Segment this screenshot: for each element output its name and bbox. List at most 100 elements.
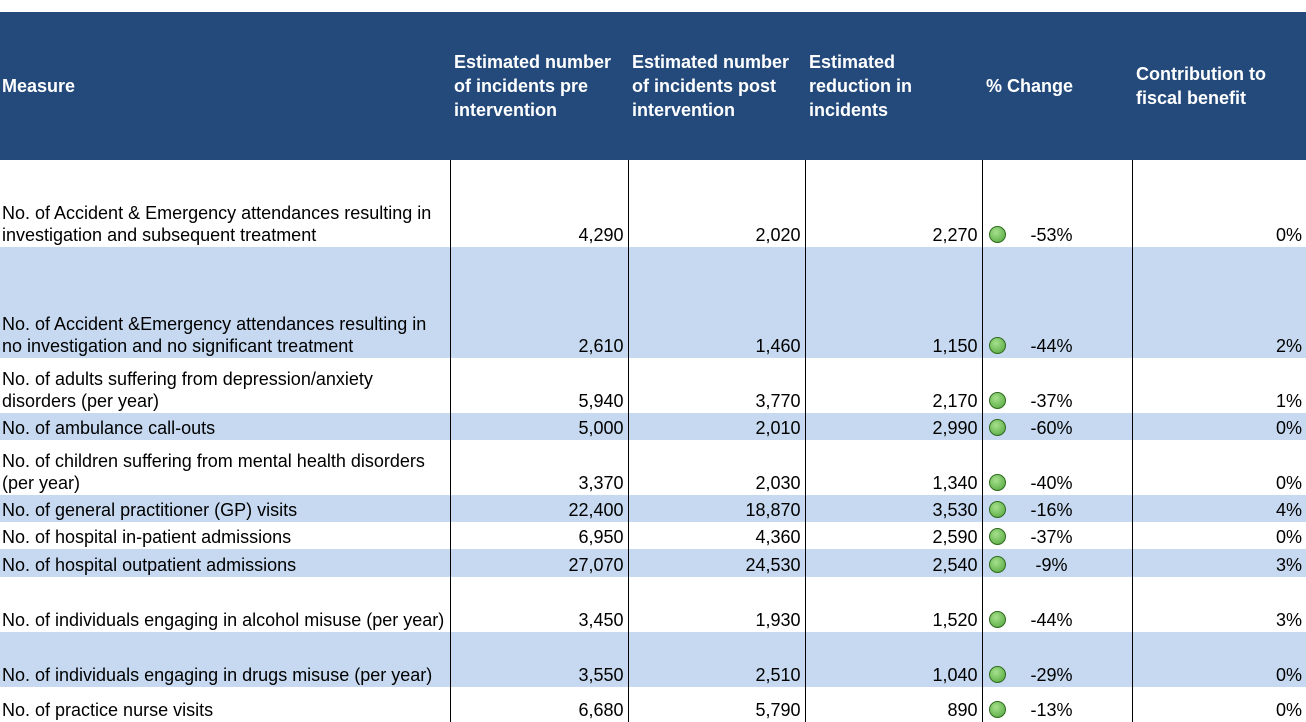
cell: 2,990 bbox=[804, 413, 982, 440]
cell: 6,680 bbox=[449, 687, 628, 722]
cell: 1,340 bbox=[804, 440, 982, 495]
cell: 0% bbox=[1131, 440, 1306, 495]
cell: 0% bbox=[1131, 160, 1306, 247]
status-icon bbox=[988, 419, 1006, 436]
cell: 18,870 bbox=[627, 495, 805, 522]
table-row: No. of hospital in-patient admissions 6,9… bbox=[0, 522, 1306, 549]
cell: -44% bbox=[981, 577, 1132, 632]
cell: No. of adults suffering from depression/… bbox=[2, 369, 373, 411]
status-icon bbox=[988, 611, 1006, 628]
cell: 4,290 bbox=[449, 160, 628, 247]
cell: -44% bbox=[981, 247, 1132, 358]
header-row: Measure Estimated number of incidents pre… bbox=[0, 12, 1306, 160]
cell: 3% bbox=[1131, 577, 1306, 632]
status-icon bbox=[988, 556, 1006, 573]
status-icon bbox=[988, 474, 1006, 491]
cell-text: -37% bbox=[1030, 527, 1073, 547]
table-row: No. of hospital outpatient admissions 27,… bbox=[0, 549, 1306, 577]
cell: 2,030 bbox=[627, 440, 805, 495]
table-row: No. of adults suffering from depression/… bbox=[0, 358, 1306, 413]
cell: 2,510 bbox=[627, 632, 805, 687]
cell: No. of children suffering from mental he… bbox=[2, 451, 425, 493]
cell: -16% bbox=[981, 495, 1132, 522]
cell-text: -13% bbox=[1030, 700, 1073, 720]
cell: 2,270 bbox=[804, 160, 982, 247]
cell: 6,950 bbox=[449, 522, 628, 549]
cell: 2,590 bbox=[804, 522, 982, 549]
cell-text: -44% bbox=[1030, 336, 1073, 356]
table-row: No. of general practitioner (GP) visits 2… bbox=[0, 495, 1306, 522]
cell: 0% bbox=[1131, 522, 1306, 549]
change-wrap: -44% bbox=[985, 335, 1128, 357]
cell: -53% bbox=[981, 160, 1132, 247]
table-body: No. of Accident & Emergency attendances … bbox=[0, 160, 1306, 722]
change-wrap: -44% bbox=[985, 609, 1128, 631]
status-icon bbox=[988, 337, 1006, 354]
cell: 3,530 bbox=[804, 495, 982, 522]
column-header: Measure bbox=[0, 12, 450, 160]
cell: 4,360 bbox=[627, 522, 805, 549]
cell: 2,010 bbox=[627, 413, 805, 440]
status-icon bbox=[988, 226, 1006, 243]
cell: 1,150 bbox=[804, 247, 982, 358]
cell: 0% bbox=[1131, 413, 1306, 440]
cell: 2,540 bbox=[804, 549, 982, 577]
cell-text: -29% bbox=[1030, 665, 1073, 685]
table-row: No. of Accident & Emergency attendances … bbox=[0, 160, 1306, 247]
cell: No. of Accident & Emergency attendances … bbox=[2, 203, 432, 245]
cell: 0% bbox=[1131, 687, 1306, 722]
cell: 1,520 bbox=[804, 577, 982, 632]
cell: 5,940 bbox=[449, 358, 628, 413]
cell: -37% bbox=[981, 358, 1132, 413]
cell: No. of hospital in-patient admissions bbox=[2, 527, 292, 547]
cell: 24,530 bbox=[627, 549, 805, 577]
status-icon bbox=[988, 528, 1006, 545]
cell: 2,610 bbox=[449, 247, 628, 358]
cell: 3,770 bbox=[627, 358, 805, 413]
change-wrap: -13% bbox=[985, 699, 1128, 721]
change-wrap: -29% bbox=[985, 664, 1128, 686]
cell: 1,930 bbox=[627, 577, 805, 632]
change-wrap: -53% bbox=[985, 224, 1128, 246]
change-wrap: -37% bbox=[985, 390, 1128, 412]
column-header: Estimated number of incidents post inter… bbox=[628, 12, 805, 160]
cell: 2,020 bbox=[627, 160, 805, 247]
cell: 3,370 bbox=[449, 440, 628, 495]
change-wrap: -40% bbox=[985, 472, 1128, 494]
cell: No. of Accident &Emergency attendances r… bbox=[0, 247, 450, 358]
change-wrap: -37% bbox=[985, 526, 1128, 548]
cell: 1,460 bbox=[627, 247, 805, 358]
cell-text: -16% bbox=[1030, 500, 1073, 520]
cell: -37% bbox=[981, 522, 1132, 549]
column-header: % Change bbox=[982, 12, 1132, 160]
cell: 3,550 bbox=[449, 632, 628, 687]
table-row: No. of practice nurse visits 6,680 5,790 89… bbox=[0, 687, 1306, 722]
cell: No. of general practitioner (GP) visits bbox=[0, 495, 450, 522]
change-wrap: -9% bbox=[985, 554, 1128, 576]
column-header: Contribution to fiscal benefit bbox=[1132, 12, 1306, 160]
cell: 22,400 bbox=[449, 495, 628, 522]
cell: -60% bbox=[981, 413, 1132, 440]
cell: 3% bbox=[1131, 549, 1306, 577]
cell: No. of individuals engaging in drugs mis… bbox=[0, 632, 450, 687]
status-icon bbox=[988, 501, 1006, 518]
status-icon bbox=[988, 392, 1006, 409]
table-row: No. of ambulance call-outs 5,000 2,010 2,99… bbox=[0, 413, 1306, 440]
sheet: Measure Estimated number of incidents pre… bbox=[0, 12, 1306, 722]
cell: 27,070 bbox=[449, 549, 628, 577]
data-table: Measure Estimated number of incidents pre… bbox=[0, 12, 1306, 722]
change-wrap: -60% bbox=[985, 417, 1128, 439]
cell: 5,000 bbox=[449, 413, 628, 440]
cell-text: -60% bbox=[1030, 418, 1073, 438]
status-icon bbox=[988, 666, 1006, 683]
cell-text: -53% bbox=[1030, 225, 1073, 245]
column-header: Estimated number of incidents pre interv… bbox=[450, 12, 628, 160]
cell: 0% bbox=[1131, 632, 1306, 687]
cell: 3,450 bbox=[449, 577, 628, 632]
table-row: No. of children suffering from mental he… bbox=[0, 440, 1306, 495]
cell: 2,170 bbox=[804, 358, 982, 413]
cell: No. of individuals engaging in alcohol m… bbox=[2, 610, 445, 630]
cell: 1% bbox=[1131, 358, 1306, 413]
cell-text: -40% bbox=[1030, 473, 1073, 493]
